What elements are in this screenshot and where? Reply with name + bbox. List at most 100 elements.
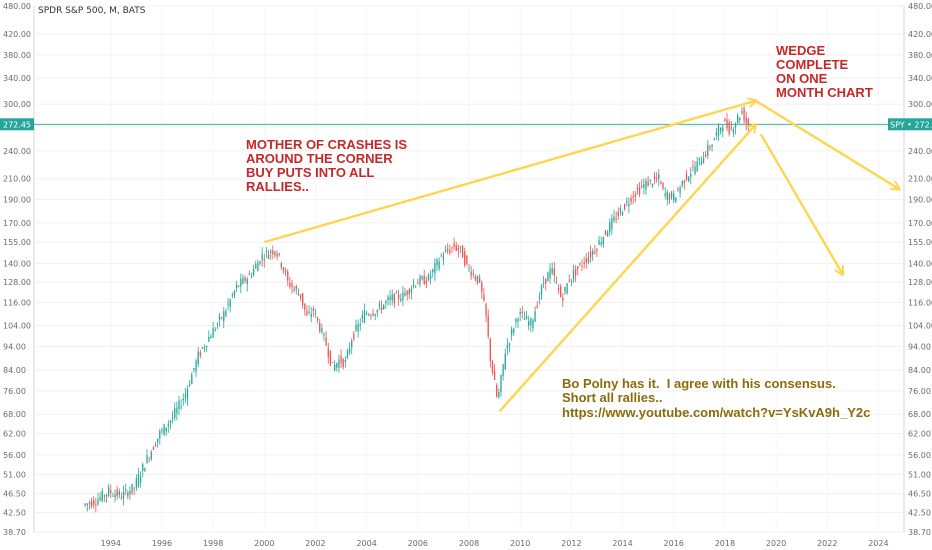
candle-body <box>709 147 711 149</box>
x-tick-label: 2016 <box>664 539 684 548</box>
candle-body <box>127 492 129 497</box>
y-tick-label-left: 300.00 <box>3 100 31 109</box>
candle-body <box>178 400 180 410</box>
candle-body <box>263 259 265 261</box>
candle-body <box>150 451 152 460</box>
y-tick-label-right: 46.50 <box>908 490 931 499</box>
y-tick-label-right: 94.00 <box>908 343 931 352</box>
y-tick-label-left: 210.00 <box>3 175 31 184</box>
y-tick-label-right: 51.00 <box>908 470 931 479</box>
candle-body <box>404 292 406 296</box>
candle-body <box>523 318 526 320</box>
candle-body <box>545 278 547 284</box>
candle-body <box>342 359 344 368</box>
candle-body <box>464 251 466 266</box>
candle-body <box>274 251 276 256</box>
candle-body <box>255 264 257 269</box>
candle-body <box>617 212 619 216</box>
chart-title: SPDR S&P 500, M, BATS <box>38 6 146 16</box>
candle-body <box>235 284 238 289</box>
y-tick-label-right: 420.00 <box>908 30 932 39</box>
y-tick-label-left: 128.00 <box>3 278 31 287</box>
down-arrow-steep <box>759 133 843 274</box>
candle-body <box>291 283 293 288</box>
candle-body <box>406 290 408 295</box>
candle-body <box>308 311 310 313</box>
candle-body <box>174 408 176 418</box>
candle-body <box>489 338 491 362</box>
y-tick-label-left: 190.00 <box>3 196 31 205</box>
candle-body <box>129 491 131 495</box>
candle-body <box>229 299 231 308</box>
x-tick-label: 2006 <box>408 539 428 548</box>
candle-body <box>265 251 268 253</box>
y-tick-label-left: 155.00 <box>3 238 31 247</box>
candle-body <box>651 184 654 187</box>
y-tick-label-right: 480.00 <box>908 2 932 11</box>
candle-body <box>152 447 155 450</box>
candle-body <box>395 292 398 294</box>
candle-body <box>244 277 246 282</box>
candle-body <box>238 285 240 287</box>
candle-body <box>351 340 353 348</box>
y-tick-label-left: 51.00 <box>3 470 26 479</box>
candle-body <box>99 496 101 500</box>
candle-body <box>664 193 666 197</box>
candle-body <box>517 318 519 322</box>
candle-body <box>675 197 677 203</box>
candle-body <box>252 268 255 276</box>
candle-body <box>745 117 747 124</box>
candle-body <box>515 318 517 323</box>
candle-body <box>163 424 165 436</box>
y-tick-label-left: 116.00 <box>3 299 31 308</box>
candle-body <box>293 288 295 291</box>
candle-body <box>683 180 686 184</box>
last-price-label-left: 272.45 <box>3 120 31 129</box>
candle-body <box>474 277 477 280</box>
candle-body <box>715 132 718 135</box>
candle-body <box>589 251 592 257</box>
candle-body <box>540 285 543 296</box>
candle-body <box>355 324 357 331</box>
y-tick-label-left: 46.50 <box>3 490 26 499</box>
y-tick-label-right: 300.00 <box>908 100 932 109</box>
candle-body <box>468 267 470 269</box>
x-tick-label: 1994 <box>101 539 121 548</box>
candle-body <box>694 166 696 175</box>
x-tick-label: 2020 <box>766 539 786 548</box>
candle-body <box>199 352 201 356</box>
y-tick-label-right: 42.50 <box>908 508 931 517</box>
x-tick-label: 2012 <box>561 539 581 548</box>
candle-body <box>344 360 346 362</box>
candle-body <box>220 317 223 319</box>
candle-body <box>368 314 370 316</box>
y-tick-label-left: 84.00 <box>3 366 26 375</box>
candle-body <box>206 346 208 348</box>
candle-body <box>594 251 596 253</box>
candle-body <box>184 394 187 398</box>
candle-body <box>455 244 457 251</box>
candle-body <box>662 183 664 189</box>
candle-body <box>687 177 690 181</box>
candle-body <box>532 319 534 329</box>
candle-body <box>157 438 159 443</box>
candle-body <box>374 314 376 316</box>
candle-body <box>118 491 120 496</box>
candle-body <box>444 250 447 252</box>
candle-body <box>169 420 172 423</box>
candle-body <box>632 196 634 198</box>
candle-body <box>536 305 538 308</box>
candle-body <box>167 424 169 427</box>
candle-body <box>551 267 553 274</box>
candle-body <box>171 417 174 419</box>
candle-body <box>440 255 442 257</box>
candle-body <box>743 108 745 121</box>
candle-body <box>146 455 148 463</box>
candle-body <box>530 318 532 326</box>
candle-body <box>186 388 189 399</box>
candle-body <box>383 304 385 310</box>
candle-body <box>400 299 402 302</box>
candle-body <box>114 494 116 498</box>
candle-body <box>542 282 545 284</box>
